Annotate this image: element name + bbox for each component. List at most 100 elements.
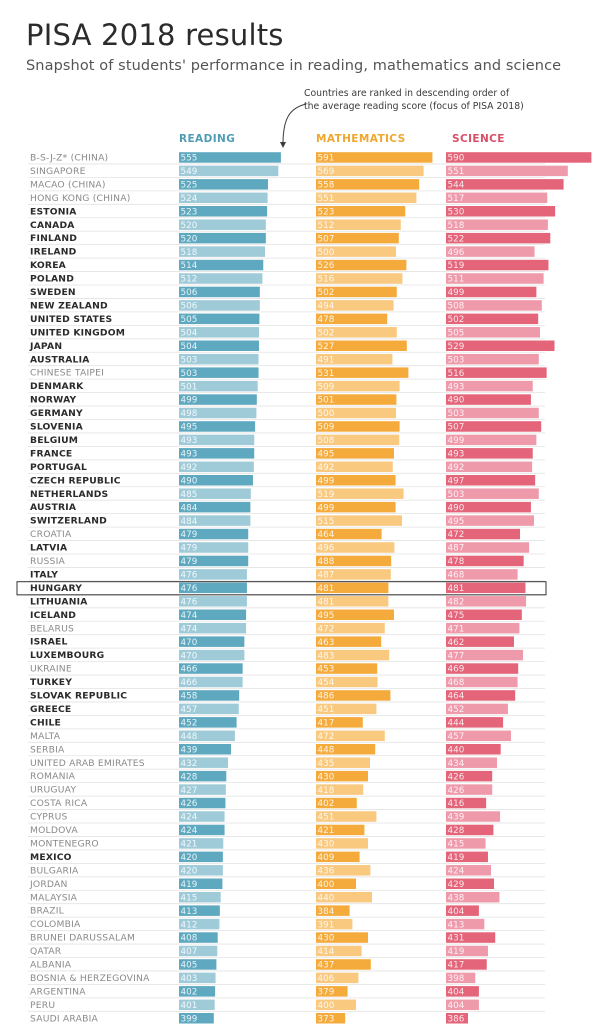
value-label-reading: 428 xyxy=(181,772,198,782)
bar-science xyxy=(446,421,542,432)
country-label: ROMANIA xyxy=(30,771,76,782)
bar-science xyxy=(446,394,531,405)
annotation-arrow-icon xyxy=(280,103,307,148)
value-label-science: 462 xyxy=(448,638,465,648)
country-label: SINGAPORE xyxy=(30,166,86,177)
value-label-reading: 492 xyxy=(181,463,198,473)
bar-science xyxy=(446,918,485,930)
bar-reading xyxy=(179,421,256,432)
bar-science xyxy=(446,152,592,163)
value-label-reading: 401 xyxy=(181,1001,198,1011)
value-label-reading: 408 xyxy=(181,934,198,944)
country-label: JORDAN xyxy=(29,879,68,890)
value-label-science: 416 xyxy=(448,799,465,809)
bar-mathematics xyxy=(316,596,389,607)
country-label: CHINESE TAIPEI xyxy=(30,368,104,379)
bar-reading xyxy=(179,811,225,822)
bar-reading xyxy=(179,528,249,540)
bar-reading xyxy=(179,663,243,674)
bar-reading xyxy=(179,461,254,473)
table-row: AUSTRIA 484 499 490 xyxy=(28,501,545,515)
annotation-line-1: Countries are ranked in descending order… xyxy=(304,88,510,99)
value-label-reading: 474 xyxy=(181,624,198,634)
table-row: DENMARK 501 509 493 xyxy=(28,380,545,394)
bar-science xyxy=(446,932,496,943)
country-label: NORWAY xyxy=(30,395,77,406)
table-row: JAPAN 504 527 529 xyxy=(28,340,555,353)
value-label-science: 508 xyxy=(448,302,465,312)
value-label-science: 440 xyxy=(448,745,465,755)
bar-mathematics xyxy=(316,246,396,257)
value-label-science: 431 xyxy=(448,934,465,944)
country-label: MACAO (CHINA) xyxy=(30,179,106,190)
value-label-reading: 466 xyxy=(181,665,198,675)
bar-science xyxy=(446,959,487,970)
country-label: RUSSIA xyxy=(30,556,65,567)
bar-mathematics xyxy=(316,582,389,594)
bar-mathematics xyxy=(316,676,378,688)
bar-science xyxy=(446,690,516,701)
value-label-reading: 399 xyxy=(181,1014,198,1024)
country-label: IRELAND xyxy=(30,247,77,258)
bar-reading xyxy=(179,932,218,943)
bar-reading xyxy=(179,569,247,580)
value-label-science: 522 xyxy=(448,234,465,244)
table-row: LATVIA 479 496 487 xyxy=(28,542,545,555)
table-row: BELGIUM 493 508 499 xyxy=(28,434,545,447)
table-row: CZECH REPUBLIC 490 499 497 xyxy=(28,475,545,488)
bar-science xyxy=(446,999,479,1011)
bar-mathematics xyxy=(316,380,400,392)
bar-science xyxy=(446,824,494,836)
bar-science xyxy=(446,945,488,957)
country-label: SERBIA xyxy=(30,744,65,755)
bar-science xyxy=(446,501,531,513)
value-label-mathematics: 483 xyxy=(318,651,335,661)
value-label-science: 482 xyxy=(448,597,465,607)
value-label-mathematics: 373 xyxy=(318,1014,335,1024)
bar-reading xyxy=(179,259,264,271)
bar-science xyxy=(446,515,534,526)
bar-reading xyxy=(179,434,255,446)
bar-reading xyxy=(179,515,251,526)
bar-reading xyxy=(179,596,247,607)
country-label: BELARUS xyxy=(30,623,74,634)
bar-mathematics xyxy=(316,636,382,647)
column-header-science: SCIENCE xyxy=(452,133,505,145)
bar-mathematics xyxy=(316,259,407,271)
value-label-mathematics: 421 xyxy=(318,826,335,836)
bar-science xyxy=(446,905,479,916)
bar-science xyxy=(446,475,536,486)
bar-science xyxy=(446,219,548,230)
value-label-reading: 549 xyxy=(181,167,198,177)
value-label-reading: 402 xyxy=(181,988,198,998)
value-label-mathematics: 472 xyxy=(318,624,335,634)
value-label-reading: 421 xyxy=(181,840,198,850)
country-label: ISRAEL xyxy=(30,637,68,648)
table-row: SLOVENIA 495 509 507 xyxy=(28,421,545,434)
value-label-science: 457 xyxy=(448,732,465,742)
country-label: POLAND xyxy=(30,274,74,285)
table-row: HUNGARY 476 481 481 xyxy=(28,582,545,595)
country-label: PERU xyxy=(30,1000,55,1011)
bar-science xyxy=(446,367,547,378)
bar-mathematics xyxy=(316,622,385,634)
table-row: FRANCE 493 495 493 xyxy=(28,448,545,461)
value-label-mathematics: 495 xyxy=(318,450,335,460)
value-label-mathematics: 440 xyxy=(318,893,335,903)
bar-mathematics xyxy=(316,986,348,997)
bar-science xyxy=(446,703,508,715)
country-label: CANADA xyxy=(30,220,75,231)
table-row: COLOMBIA 412 391 413 xyxy=(28,918,545,931)
value-label-reading: 484 xyxy=(181,503,198,513)
value-label-science: 428 xyxy=(448,826,465,836)
country-label: NEW ZEALAND xyxy=(30,300,108,311)
table-row: LITHUANIA 476 481 482 xyxy=(28,596,545,609)
bar-mathematics xyxy=(316,891,372,903)
value-label-mathematics: 418 xyxy=(318,786,335,796)
bar-mathematics xyxy=(316,165,424,177)
table-row: UNITED KINGDOM 504 502 505 xyxy=(28,327,545,340)
value-label-science: 404 xyxy=(448,907,465,917)
value-label-science: 590 xyxy=(448,154,465,164)
value-label-mathematics: 486 xyxy=(318,692,335,702)
